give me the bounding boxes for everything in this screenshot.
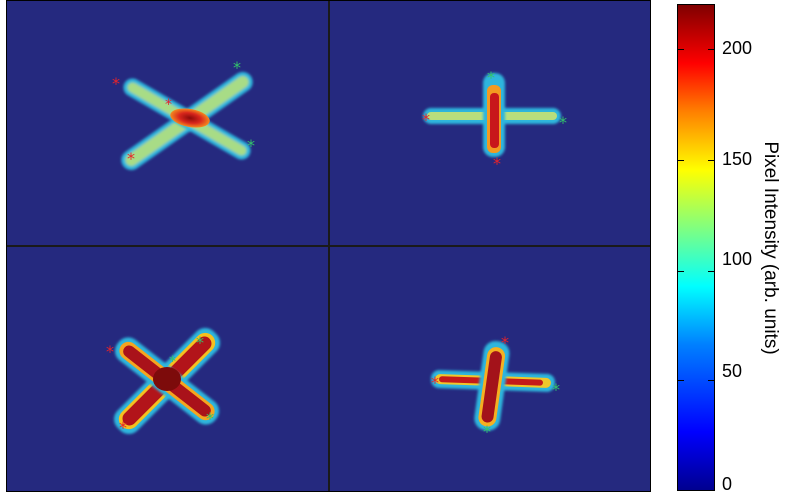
svg-text:*: * [233,58,241,77]
svg-text:*: * [501,333,509,352]
svg-text:*: * [127,149,135,168]
colorbar-tick-label: 200 [722,38,753,58]
panel-top-right: * * * * [422,68,567,173]
svg-text:*: * [559,113,567,132]
svg-text:*: * [552,380,560,399]
panel-bottom-left: * * * * * [106,327,221,437]
colorbar-tick-label: 0 [722,474,733,494]
colorbar [677,4,715,491]
svg-text:*: * [493,154,501,173]
image-panels-grid: * * * * * * * * * [6,0,651,492]
colorbar-tick-label: 150 [722,149,753,169]
svg-text:*: * [112,74,120,93]
svg-text:*: * [431,373,439,392]
svg-text:*: * [169,354,176,370]
colorbar-title: Pixel Intensity (arb. units) [760,141,781,355]
svg-text:*: * [106,342,114,361]
svg-text:*: * [247,136,255,155]
panel-bottom-right: * * * * [430,333,560,441]
panel-divider-horizontal [7,245,650,247]
colorbar-tick-label: 50 [722,361,743,381]
svg-text:*: * [422,110,430,129]
panels-svg: * * * * * * * * * [106,58,567,441]
svg-text:*: * [487,68,495,87]
svg-text:*: * [165,97,172,113]
svg-text:*: * [196,333,204,352]
colorbar-tick-label: 100 [722,249,753,269]
panel-top-left: * * * * * [112,58,255,171]
svg-text:*: * [119,418,127,437]
svg-text:*: * [483,422,491,441]
svg-text:*: * [206,409,214,428]
